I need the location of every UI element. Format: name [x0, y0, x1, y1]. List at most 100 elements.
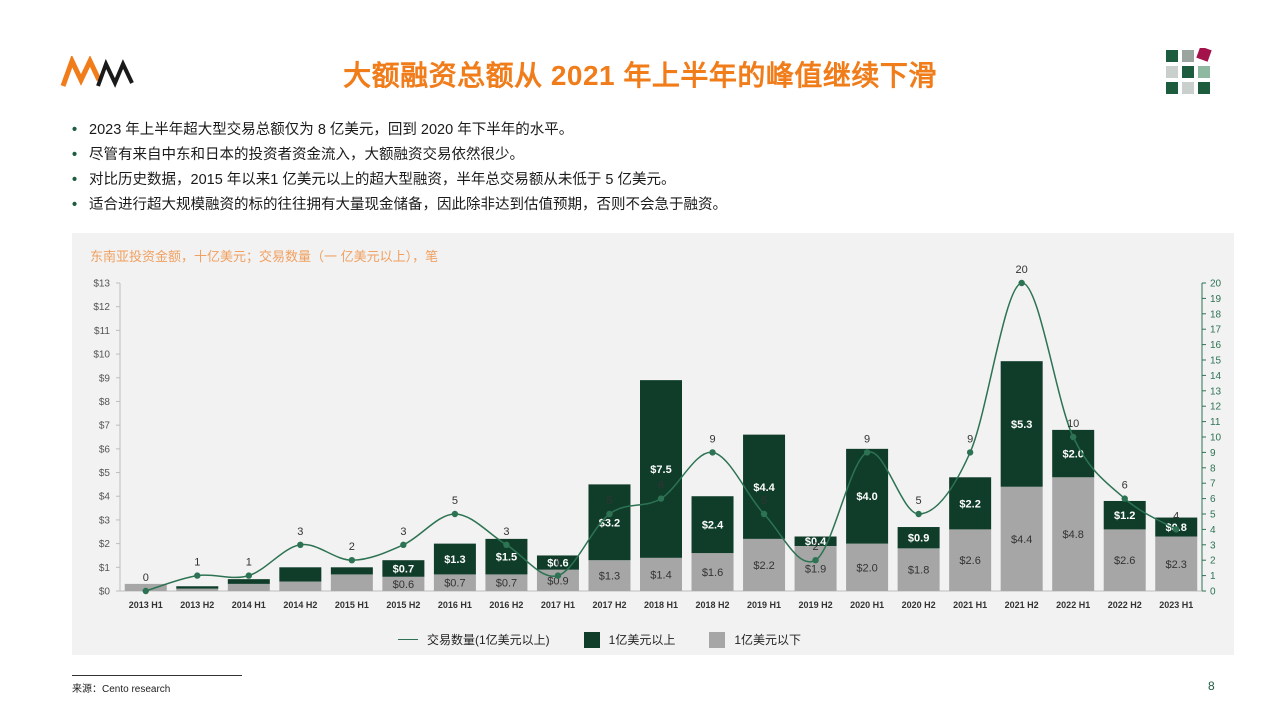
y-left-tick-label: $12	[93, 302, 110, 313]
deal-count-point	[1069, 433, 1077, 441]
deal-count-point	[348, 557, 356, 564]
y-left-tick-label: $4	[99, 492, 111, 503]
deal-count-point	[657, 495, 665, 502]
bar-below-100m	[846, 543, 889, 591]
y-right-tick-label: 12	[1210, 402, 1222, 413]
bar-above-100m	[536, 555, 579, 570]
deal-count-point	[451, 510, 459, 518]
bar-label-above: $3.2	[599, 517, 620, 529]
bar-label-above: $0.6	[547, 558, 568, 570]
bar-above-100m	[227, 579, 270, 584]
page-number: 8	[1208, 679, 1215, 693]
deal-count-label: 1	[555, 557, 561, 569]
x-tick-label: 2017 H2	[592, 600, 626, 610]
deal-count-point	[297, 541, 304, 548]
legend-item-deal-count: 交易数量(1亿美元以上)	[398, 631, 550, 648]
bullet-item: • 2023 年上半年超大型交易总额仅为 8 亿美元，回到 2020 年下半年的水…	[72, 122, 574, 138]
bar-label-below: $4.8	[1062, 529, 1083, 541]
bar-above-100m	[588, 484, 631, 561]
source-divider	[72, 675, 242, 676]
bar-above-100m	[433, 543, 476, 575]
x-tick-label: 2014 H1	[232, 600, 266, 610]
deal-count-label: 0	[143, 572, 149, 584]
deal-count-point	[812, 557, 819, 564]
legend-swatch-grey	[709, 631, 726, 648]
y-left-tick-label: $1	[99, 563, 111, 574]
y-left-tick-label: $5	[99, 468, 111, 479]
bar-above-100m	[382, 560, 425, 577]
y-left-tick-label: $9	[99, 373, 111, 384]
bar-above-100m	[279, 567, 322, 582]
bar-below-100m	[227, 583, 270, 591]
deal-count-point	[915, 510, 922, 518]
legend-swatch-dark	[583, 631, 600, 648]
bar-label-below: $1.9	[805, 563, 826, 575]
deal-count-point	[863, 449, 871, 456]
bar-label-below: $1.3	[599, 571, 620, 583]
bar-above-100m	[691, 496, 734, 554]
deal-count-point	[606, 510, 613, 518]
bullet-item: • 适合进行超大规模融资的标的往往拥有大量现金储备，因此除非达到估值预期，否则不会…	[72, 197, 727, 213]
y-right-tick-label: 13	[1210, 386, 1222, 397]
legend-label: 1亿美元以下	[734, 633, 802, 647]
bar-below-100m	[176, 588, 219, 591]
bar-above-100m	[743, 434, 786, 539]
y-left-tick-label: $8	[99, 397, 111, 408]
legend-label: 交易数量(1亿美元以上)	[427, 633, 550, 647]
bar-above-100m	[640, 380, 682, 558]
x-tick-label: 2019 H1	[747, 600, 781, 610]
bar-label-above: $2.0	[1062, 449, 1083, 461]
bar-label-below: $2.3	[1166, 559, 1187, 571]
y-right-tick-label: 19	[1210, 294, 1222, 305]
deal-count-label: 9	[709, 433, 715, 445]
x-tick-label: 2022 H2	[1108, 600, 1142, 610]
bar-below-100m	[279, 581, 322, 591]
y-right-tick-label: 0	[1210, 587, 1216, 598]
deal-count-point	[760, 510, 768, 518]
bar-label-below: $4.4	[1011, 534, 1032, 546]
deal-count-label: 5	[761, 495, 767, 507]
bar-label-below: $1.6	[702, 567, 723, 579]
bar-label-below: $0.6	[393, 579, 414, 591]
y-right-tick-label: 1	[1210, 571, 1216, 582]
bar-label-above: $0.7	[393, 563, 414, 575]
y-right-tick-label: 5	[1210, 510, 1216, 521]
y-right-tick-label: 7	[1210, 479, 1216, 490]
bullet-text: 2023 年上半年超大型交易总额仅为 8 亿美元，回到 2020 年下半年的水平…	[89, 122, 574, 138]
x-tick-label: 2021 H2	[1005, 600, 1039, 610]
source-note: 来源：Cento research	[72, 684, 171, 695]
y-left-tick-label: $3	[99, 515, 111, 526]
x-tick-label: 2020 H1	[850, 600, 884, 610]
y-right-tick-label: 8	[1210, 463, 1216, 474]
y-right-tick-label: 10	[1210, 433, 1222, 444]
y-right-tick-label: 14	[1210, 371, 1222, 382]
bar-below-100m	[588, 560, 631, 591]
bar-label-below: $0.7	[496, 578, 517, 590]
bar-label-above: $1.3	[444, 554, 465, 566]
bullet-item: • 对比历史数据，2015 年以来1 亿美元以上的超大型融资，半年总交易额从未低于…	[72, 172, 676, 188]
bar-label-above: $1.5	[496, 552, 517, 564]
bar-label-above: $2.2	[959, 498, 980, 510]
bullet-text: 对比历史数据，2015 年以来1 亿美元以上的超大型融资，半年总交易额从未低于 …	[89, 172, 676, 188]
bar-label-above: $4.0	[856, 491, 877, 503]
bar-below-100m	[433, 574, 476, 591]
bar-below-100m	[743, 538, 786, 591]
deal-count-point	[503, 541, 510, 548]
legend-line-swatch	[398, 639, 418, 640]
y-right-tick-label: 20	[1210, 279, 1222, 290]
x-tick-label: 2014 H2	[283, 600, 317, 610]
deal-count-point	[554, 572, 562, 579]
deal-count-label: 9	[864, 433, 870, 445]
deal-count-point	[1121, 495, 1128, 502]
y-left-tick-label: $11	[94, 326, 110, 337]
legend-item-above: 1亿美元以上	[583, 631, 675, 648]
bar-label-below: $0.7	[444, 578, 465, 590]
deal-count-label: 6	[1122, 480, 1128, 492]
x-tick-label: 2015 H1	[335, 600, 369, 610]
bar-below-100m	[691, 553, 734, 591]
y-right-tick-label: 17	[1210, 325, 1222, 336]
bar-above-100m	[330, 567, 373, 575]
bar-label-above: $2.4	[702, 520, 724, 532]
y-left-tick-label: $10	[93, 350, 110, 361]
bar-below-100m	[1000, 486, 1043, 591]
